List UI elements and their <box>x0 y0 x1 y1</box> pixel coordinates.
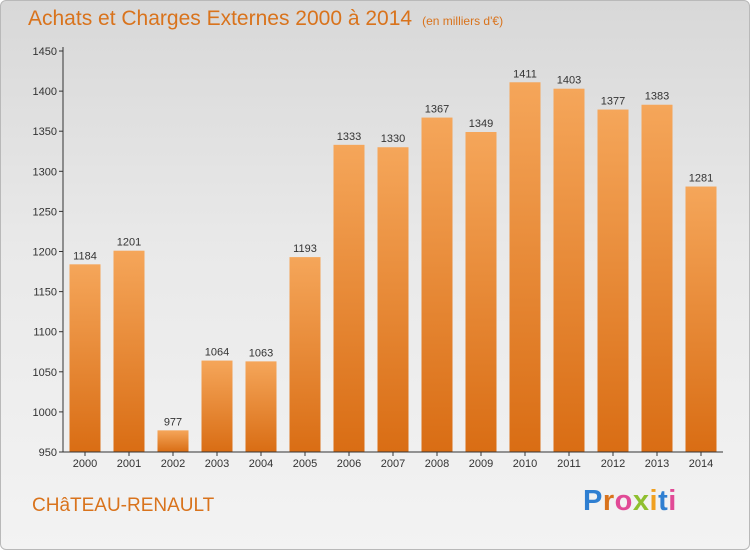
y-tick-1000: 1000 <box>33 407 57 419</box>
x-tick-2001: 2001 <box>117 458 141 470</box>
bar-2002 <box>157 430 189 452</box>
value-label-2006: 1333 <box>337 131 361 143</box>
x-tick-2004: 2004 <box>249 458 273 470</box>
y-tick-1400: 1400 <box>33 86 57 98</box>
value-label-2005: 1193 <box>293 243 317 255</box>
y-tick-1250: 1250 <box>33 206 57 218</box>
bars-group: 1184 1201 977 1064 1063 1193 1333 1330 1367 1349 1… <box>69 68 717 453</box>
chart-unit: (en milliers d'€) <box>422 14 504 28</box>
bar-2006 <box>333 144 365 453</box>
x-tick-2012: 2012 <box>601 458 625 470</box>
value-label-2004: 1063 <box>249 347 273 359</box>
x-tick-2008: 2008 <box>425 458 449 470</box>
value-label-2000: 1184 <box>73 250 97 262</box>
logo-letter: P <box>583 485 603 517</box>
city-name: CHâTEAU-RENAULT <box>32 495 215 516</box>
value-label-2012: 1377 <box>601 96 625 108</box>
value-label-2003: 1064 <box>205 347 229 359</box>
chart-title-text: Achats et Charges Externes 2000 à 2014 <box>28 7 413 30</box>
value-label-2001: 1201 <box>117 237 141 249</box>
x-tick-2014: 2014 <box>689 458 713 470</box>
bar-2014 <box>685 186 717 452</box>
bar-2007 <box>377 147 409 453</box>
bar-2001 <box>113 250 145 452</box>
logo-letter: o <box>614 485 633 517</box>
bar-2008 <box>421 117 453 452</box>
value-label-2007: 1330 <box>381 133 405 145</box>
value-label-2008: 1367 <box>425 104 449 116</box>
x-tick-2003: 2003 <box>205 458 229 470</box>
axes-group: 2000 2001 2002 2003 2004 2005 2006 2007 2008 2009… <box>33 46 723 470</box>
bar-2011 <box>553 88 585 452</box>
value-label-2013: 1383 <box>645 91 669 103</box>
y-tick-1450: 1450 <box>33 46 57 58</box>
bar-2013 <box>641 104 673 452</box>
bar-2000 <box>69 264 101 452</box>
y-tick-1300: 1300 <box>33 166 57 178</box>
chart-title: Achats et Charges Externes 2000 à 2014 (e… <box>28 7 503 31</box>
x-tick-2011: 2011 <box>557 458 581 470</box>
y-tick-1100: 1100 <box>33 327 57 339</box>
y-tick-1350: 1350 <box>33 126 57 138</box>
bar-2004 <box>245 361 277 452</box>
x-tick-2002: 2002 <box>161 458 185 470</box>
x-tick-2009: 2009 <box>469 458 493 470</box>
logo-letter: x <box>632 485 650 517</box>
bar-2009 <box>465 132 497 452</box>
logo-letter: r <box>602 485 615 517</box>
bar-2005 <box>289 257 321 452</box>
value-label-2009: 1349 <box>469 118 493 130</box>
logo-letter: t <box>658 485 669 517</box>
value-label-2014: 1281 <box>689 173 713 185</box>
bar-2003 <box>201 360 233 452</box>
value-label-2010: 1411 <box>513 68 537 80</box>
y-tick-1150: 1150 <box>33 287 57 299</box>
x-tick-2006: 2006 <box>337 458 361 470</box>
logo-letter: i <box>668 485 677 517</box>
x-tick-2010: 2010 <box>513 458 537 470</box>
x-tick-2007: 2007 <box>381 458 405 470</box>
y-tick-1200: 1200 <box>33 247 57 259</box>
proxiti-logo[interactable]: Proxiti <box>583 485 677 518</box>
x-tick-2013: 2013 <box>645 458 669 470</box>
x-tick-2000: 2000 <box>73 458 97 470</box>
bar-2010 <box>509 82 541 452</box>
bar-2012 <box>597 109 629 453</box>
y-tick-1050: 1050 <box>33 367 57 379</box>
logo-letter: i <box>649 485 659 517</box>
value-label-2011: 1403 <box>557 75 581 87</box>
x-tick-2005: 2005 <box>293 458 317 470</box>
y-tick-950: 950 <box>39 447 57 459</box>
value-label-2002: 977 <box>164 416 182 428</box>
